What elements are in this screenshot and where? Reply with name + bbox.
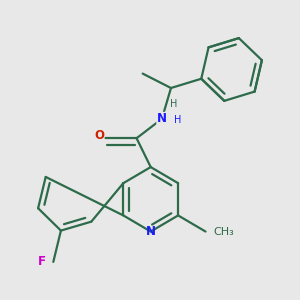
Text: H: H xyxy=(174,116,182,125)
Text: CH₃: CH₃ xyxy=(213,226,234,236)
Text: N: N xyxy=(157,112,167,125)
Text: F: F xyxy=(38,255,46,268)
Text: O: O xyxy=(94,129,104,142)
Text: N: N xyxy=(146,225,156,238)
Text: H: H xyxy=(170,99,178,109)
